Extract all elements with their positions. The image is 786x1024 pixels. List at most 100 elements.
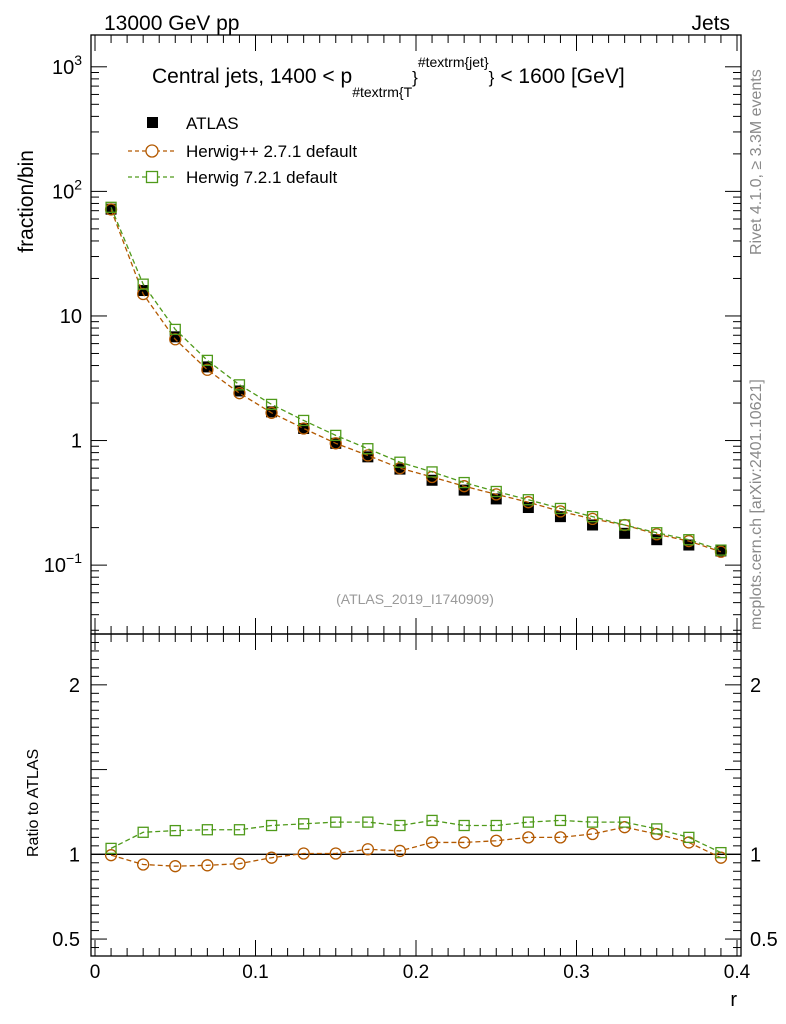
data-point-atlas (266, 406, 278, 418)
x-tick-label: 0 (90, 962, 101, 983)
y-tick-label-base: 10 (52, 57, 74, 79)
y-tick-label-ratio-right: 1 (750, 844, 761, 866)
data-point-herwig-7-2-1-default (651, 527, 663, 539)
data-point-atlas (298, 422, 310, 434)
data-point-herwig-2-7-1-default (233, 387, 246, 400)
series-line-main-herwig-7-2-1-default (110, 207, 722, 551)
data-point-herwig-7-2-1-default (586, 510, 599, 523)
y-tick-label-ratio-right: 0.5 (750, 929, 778, 951)
data-point-herwig-7-2-1-default (715, 544, 727, 556)
x-axis-label: r (730, 989, 737, 1011)
y-tick-label-base: 1 (71, 431, 82, 453)
y-tick-label-ratio-right: 2 (750, 675, 761, 697)
legend-marker-herwig7 (145, 170, 159, 184)
ratio-point-herwig-2-7-1-default (169, 860, 182, 873)
ratio-point-herwig-2-7-1-default (137, 858, 150, 871)
data-point-atlas (362, 451, 374, 463)
data-point-herwig-7-2-1-default (522, 494, 534, 506)
data-point-atlas (169, 331, 181, 343)
ratio-point-herwig-2-7-1-default (554, 831, 567, 844)
data-point-herwig-7-2-1-default (683, 534, 695, 546)
ratio-point-herwig-2-7-1-default (233, 857, 246, 870)
data-point-herwig-7-2-1-default (105, 201, 117, 213)
x-tick-label: 0.3 (563, 962, 589, 983)
y-tick-label-main: 102 (52, 176, 82, 203)
y-tick-label-main: 1 (71, 431, 82, 453)
data-point-atlas (105, 203, 117, 215)
ratio-point-herwig-7-2-1-default (715, 846, 727, 859)
data-point-herwig-7-2-1-default (265, 398, 278, 411)
ratio-point-herwig-7-2-1-default (137, 826, 149, 838)
analysis-watermark: (ATLAS_2019_I1740909) (336, 591, 494, 607)
ratio-point-herwig-7-2-1-default (586, 816, 599, 828)
legend-label-herwig7: Herwig 7.2.1 default (186, 168, 337, 187)
data-point-herwig-7-2-1-default (490, 485, 502, 498)
ratio-point-herwig-7-2-1-default (169, 824, 181, 837)
data-point-herwig-2-7-1-default (361, 449, 375, 462)
ratio-plot-frame (90, 633, 742, 957)
y-tick-label-ratio-left: 1 (69, 844, 80, 866)
title-close-brace-2: } (489, 68, 495, 87)
main-series-layer (104, 201, 728, 558)
mcplots-label: mcplots.cern.ch [arXiv:2401.10621] (748, 379, 765, 630)
data-point-herwig-7-2-1-default (201, 354, 214, 367)
data-point-herwig-2-7-1-default (329, 437, 342, 450)
ratio-point-herwig-2-7-1-default (490, 834, 503, 847)
data-point-herwig-2-7-1-default (265, 406, 278, 419)
data-point-herwig-2-7-1-default (297, 422, 310, 435)
ratio-point-herwig-7-2-1-default (362, 816, 374, 828)
y-tick-label-main: 10−1 (44, 550, 82, 577)
ratio-point-herwig-2-7-1-default (104, 849, 118, 862)
y-tick-label-main: 103 (52, 52, 82, 79)
y-tick-label-main: 10 (60, 306, 82, 328)
ratio-point-herwig-7-2-1-default (554, 814, 567, 827)
data-point-herwig-7-2-1-default (137, 278, 149, 290)
ratio-point-herwig-2-7-1-default (201, 859, 214, 872)
ratio-point-herwig-7-2-1-default (330, 816, 342, 828)
data-point-herwig-7-2-1-default (298, 414, 310, 427)
ratio-point-herwig-7-2-1-default (298, 818, 310, 830)
series-line-main-herwig-2-7-1-default (110, 209, 722, 553)
ratio-point-herwig-7-2-1-default (233, 824, 246, 836)
header-left: 13000 GeV pp (104, 12, 239, 35)
data-point-herwig-7-2-1-default (330, 429, 342, 442)
data-point-herwig-7-2-1-default (426, 466, 438, 478)
y-tick-label-exponent: 3 (74, 52, 82, 68)
y-tick-label-exponent: −1 (66, 550, 82, 566)
y-tick-label-base: 10 (60, 306, 82, 328)
ratio-point-herwig-2-7-1-default (586, 827, 599, 841)
ratio-point-herwig-7-2-1-default (651, 823, 663, 835)
data-point-atlas (715, 545, 727, 557)
data-point-herwig-7-2-1-default (169, 323, 181, 336)
legend-item-herwigpp: Herwig++ 2.7.1 default (128, 142, 357, 161)
x-tick-label: 0.1 (242, 962, 268, 983)
data-point-atlas (201, 361, 213, 373)
ratio-series-layer (104, 814, 728, 873)
ratio-point-herwig-2-7-1-default (457, 836, 471, 849)
title-close-brace: } (412, 68, 418, 87)
data-point-atlas (233, 385, 245, 397)
legend-marker-herwigpp (145, 144, 159, 158)
plot-title: Central jets, 1400 < p#textrm{T}#textrm{… (152, 54, 625, 100)
x-tick-label: 0.2 (403, 962, 429, 983)
ratio-point-herwig-7-2-1-default (683, 831, 695, 844)
data-point-atlas (490, 493, 502, 505)
y-tick-label-ratio-left: 2 (69, 675, 80, 697)
data-point-herwig-7-2-1-default (233, 379, 246, 391)
ratio-point-herwig-7-2-1-default (265, 819, 278, 832)
data-point-atlas (619, 527, 631, 539)
ratio-point-herwig-2-7-1-default (522, 831, 535, 844)
ratio-point-herwig-7-2-1-default (490, 819, 502, 832)
y-tick-label-base: 10 (44, 555, 66, 577)
header-right: Jets (691, 12, 730, 35)
data-point-herwig-2-7-1-default (201, 363, 214, 376)
x-tick-label: 0.4 (724, 962, 751, 983)
y-axis-label-main: fraction/bin (15, 150, 38, 253)
data-point-herwig-7-2-1-default (362, 443, 374, 455)
y-axis-label-ratio: Ratio to ATLAS (25, 749, 42, 857)
ratio-point-herwig-7-2-1-default (522, 816, 534, 828)
ratio-point-herwig-2-7-1-default (361, 843, 375, 856)
ratio-point-herwig-2-7-1-default (425, 836, 439, 849)
ratio-point-herwig-7-2-1-default (394, 819, 406, 832)
